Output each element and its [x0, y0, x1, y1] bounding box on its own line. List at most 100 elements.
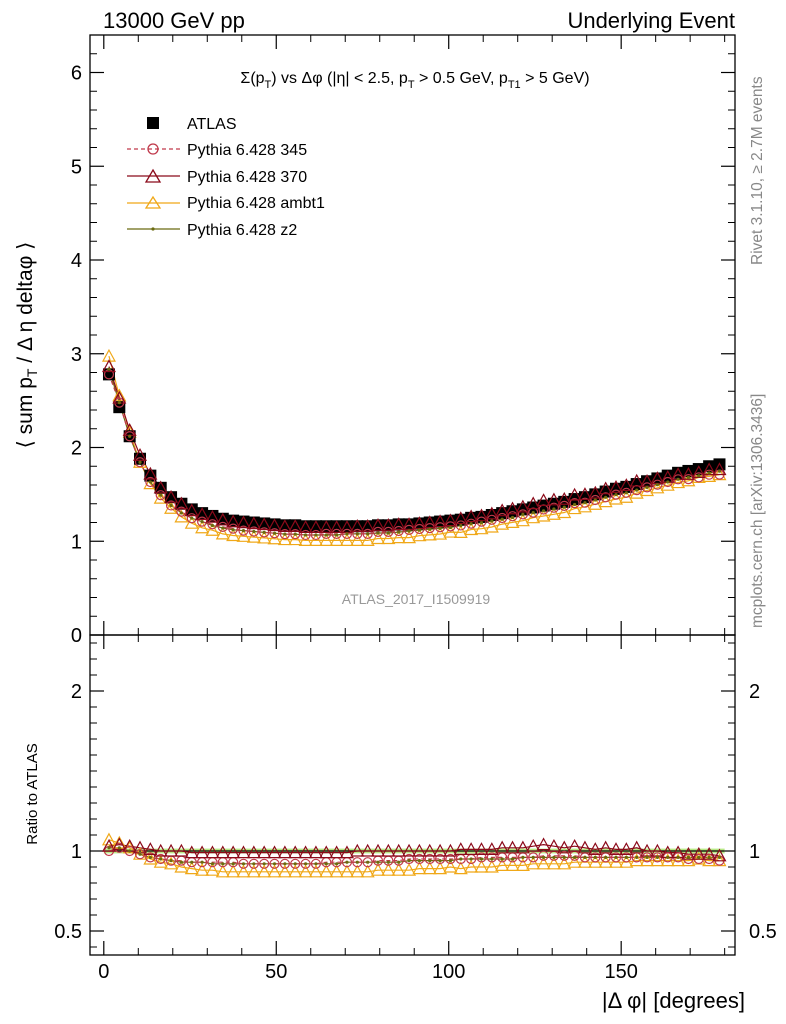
- ratio-p345-line: [108, 847, 720, 865]
- main-z2-point: [686, 475, 691, 480]
- main-z2-point: [655, 483, 659, 487]
- ratio-p345-point: [434, 853, 446, 865]
- main-p345-point: [590, 494, 601, 506]
- ratio-p370-point: [101, 838, 116, 852]
- main-p370-point: [577, 487, 592, 501]
- main-atlas-point: [423, 516, 436, 529]
- main-p370-point: [598, 481, 613, 495]
- ratio-ambt1-point: [184, 861, 199, 875]
- ratio-p345-point: [155, 853, 166, 865]
- main-ylabel: ⟨ sum pT / Δ η deltaφ ⟩: [14, 242, 40, 449]
- main-p370-point: [619, 478, 634, 491]
- ratio-z2-point: [635, 855, 639, 860]
- ratio-frame: [89, 634, 736, 956]
- ratio-ambt1-point: [474, 859, 489, 873]
- ratio-p345-point: [476, 852, 487, 863]
- main-atlas-point: [154, 481, 167, 494]
- ratio-p345-point: [259, 858, 270, 869]
- ratio-p370-point: [536, 837, 551, 851]
- main-z2-point: [231, 528, 235, 532]
- ratio-p370-point: [567, 838, 582, 852]
- main-p370-point: [453, 511, 468, 525]
- main-z2-point: [666, 480, 670, 484]
- ratio-z2-point: [231, 862, 235, 866]
- mcplots-label: mcplots.cern.ch [arXiv:1306.3436]: [749, 394, 766, 628]
- ratio-ambt1-point: [671, 853, 686, 867]
- main-p370-point: [608, 480, 624, 493]
- main-atlas-point: [175, 497, 188, 510]
- ratio-ambt1-point: [329, 864, 344, 878]
- main-ytick-label: 3: [71, 344, 82, 366]
- ratio-p345-point: [590, 852, 601, 863]
- main-atlas-point: [185, 503, 198, 516]
- main-ambt1-point: [350, 533, 365, 546]
- ratio-p370-point: [526, 838, 541, 852]
- ratio-p345-point: [352, 857, 363, 868]
- ratio-p345-point: [290, 858, 301, 869]
- ratio-p370-point: [246, 845, 261, 859]
- main-atlas-point: [403, 518, 416, 531]
- ratio-ambt1-point: [619, 854, 634, 868]
- main-z2-point: [345, 532, 349, 536]
- main-ambt1-point: [257, 530, 272, 544]
- main-ambt1-point: [381, 531, 396, 545]
- main-p370-point: [370, 518, 386, 531]
- ratio-ambt1-point: [236, 864, 251, 878]
- ratio-z2-point: [200, 860, 204, 864]
- title-sub1: T: [265, 79, 272, 91]
- ratio-z2-point: [479, 857, 484, 861]
- legend-p345-label: Pythia 6.428 345: [187, 142, 307, 159]
- main-p345-point: [383, 526, 394, 537]
- main-p345-point: [290, 528, 301, 540]
- ratio-z2-point: [459, 857, 463, 861]
- main-ambt1-point: [184, 515, 199, 529]
- ratio-ytick-label: 0.5: [54, 921, 82, 943]
- main-p345-point: [134, 457, 146, 468]
- ratio-ambt1-point: [226, 864, 241, 878]
- ratio-ambt1-point: [174, 859, 189, 873]
- ratio-ambt1-point: [588, 854, 603, 868]
- main-z2-point: [252, 529, 256, 534]
- main-p345-point: [497, 512, 508, 524]
- ratio-p345-point: [641, 852, 653, 863]
- main-ambt1-point: [681, 473, 696, 487]
- main-z2-point: [324, 533, 328, 537]
- main-z2-point: [272, 531, 277, 535]
- main-ambt1-point: [164, 500, 179, 514]
- main-z2-point: [221, 526, 225, 530]
- main-z2-point: [624, 491, 628, 495]
- main-p345-point: [507, 511, 518, 522]
- main-p370-line: [108, 366, 720, 528]
- main-ambt1-point: [567, 501, 582, 515]
- ratio-ambt1-point: [608, 854, 624, 868]
- main-ambt1-point: [195, 520, 210, 534]
- ratio-p370-point: [153, 843, 168, 857]
- main-ambt1-point: [650, 480, 665, 494]
- main-p345-point: [124, 431, 135, 442]
- main-p370-point: [474, 508, 489, 522]
- main-p370-point: [505, 501, 520, 515]
- ratio-ambt1-point: [288, 864, 303, 878]
- ratio-z2-point: [376, 860, 380, 864]
- main-z2-point: [397, 530, 401, 534]
- legend-entry-p345: Pythia 6.428 345: [127, 142, 307, 159]
- ratio-p370-point: [236, 845, 251, 859]
- ratio-z2-point: [438, 859, 442, 863]
- main-ambt1-point: [370, 531, 386, 545]
- main-p370-point: [702, 462, 717, 476]
- ratio-z2-point: [490, 857, 494, 861]
- main-p345-point: [352, 528, 363, 539]
- ratio-p345-point: [145, 852, 156, 863]
- ratio-ambt1-point: [546, 856, 561, 870]
- ratio-p370-point: [702, 846, 717, 860]
- main-z2-point: [521, 512, 525, 517]
- ratio-ambt1-point: [536, 856, 551, 870]
- main-p345-point: [145, 476, 156, 488]
- main-z2-point: [541, 509, 546, 513]
- ratio-p370-point: [453, 842, 468, 856]
- ratio-ambt1-point: [681, 853, 696, 867]
- title-sub2: T: [408, 79, 415, 91]
- main-ticks: 0 1 2 3 4 5 6: [71, 53, 735, 647]
- ratio-ambt1-point: [277, 864, 292, 878]
